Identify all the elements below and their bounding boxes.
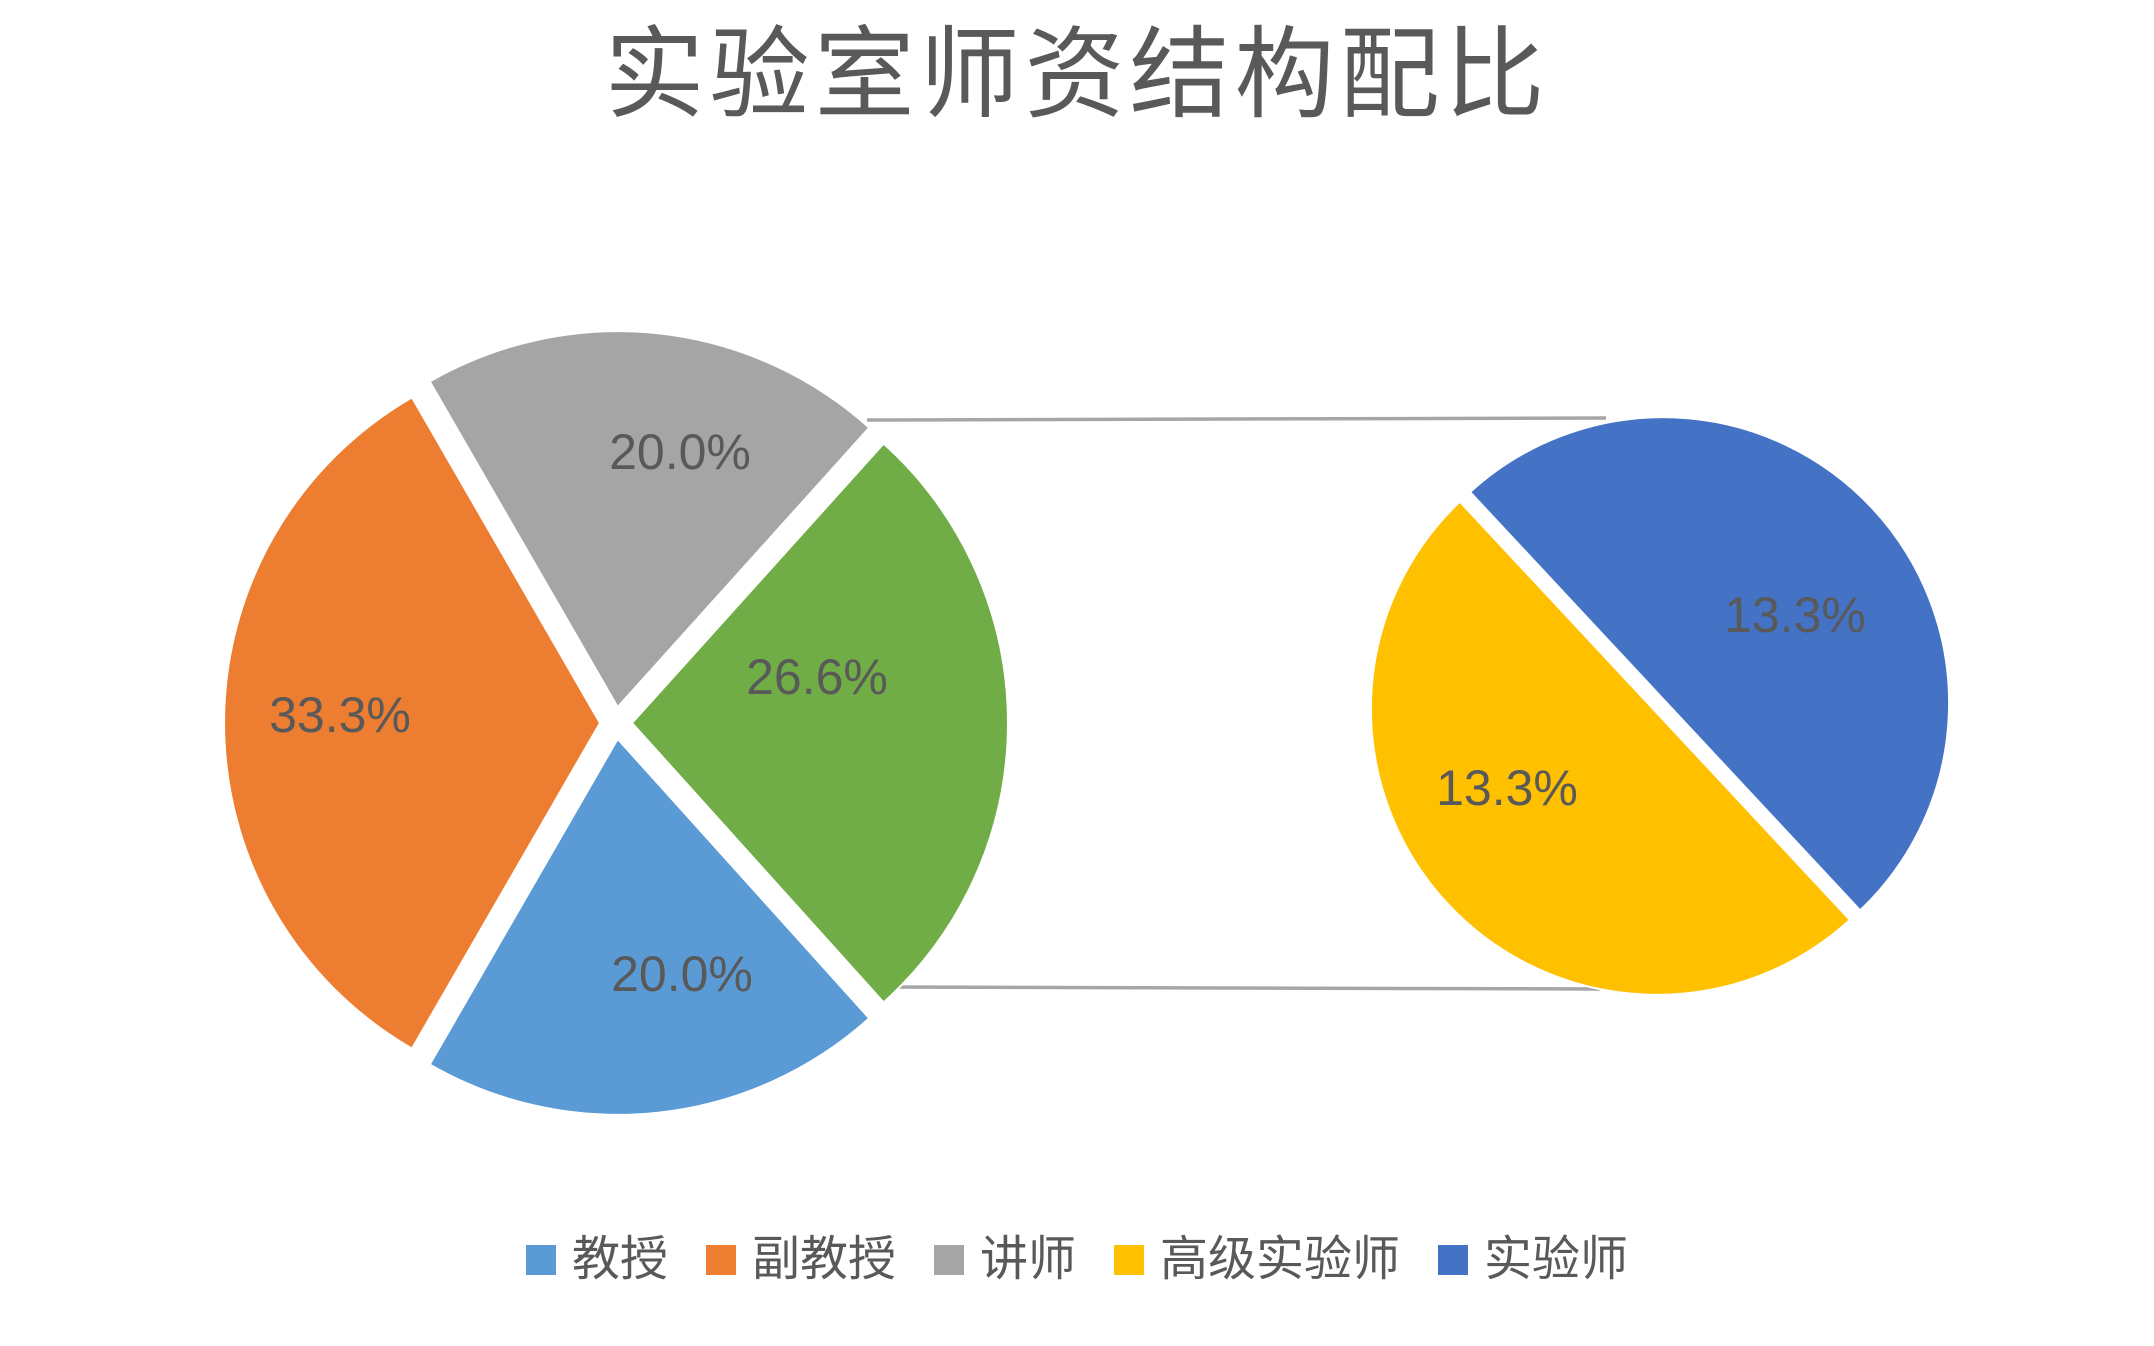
legend-item-lecturer: 讲师: [933, 1233, 1076, 1286]
legend-label: 高级实验师: [1160, 1233, 1401, 1286]
pie-slice-lab-technician: [1468, 416, 1951, 912]
pie-slice-other-group: [630, 442, 1009, 1004]
pie-slice-senior-lab-technician: [1369, 500, 1852, 996]
series-line-top: [866, 416, 1607, 422]
pie-slice-lecturer: [428, 330, 871, 709]
legend-swatch-icon: [525, 1245, 556, 1275]
legend-swatch-icon: [1438, 1245, 1469, 1275]
data-label-associate-professor: 33.3%: [269, 687, 411, 743]
legend-swatch-icon: [705, 1245, 736, 1275]
series-line-bottom: [869, 985, 1601, 991]
chart-legend: 教授 副教授 讲师 高级实验师 实验师: [0, 1236, 2154, 1284]
legend-item-lab-technician: 实验师: [1438, 1236, 1628, 1284]
legend-label: 教授: [571, 1233, 668, 1286]
data-label-lecturer: 20.0%: [609, 424, 751, 480]
legend-item-senior-lab-technician: 高级实验师: [1114, 1236, 1400, 1284]
pie-slice-professor: [428, 737, 871, 1116]
legend-label: 实验师: [1484, 1233, 1629, 1286]
legend-label: 副教授: [751, 1233, 896, 1286]
chart-title: 实验室师资结构配比: [604, 19, 1550, 131]
legend-swatch-icon: [1114, 1245, 1144, 1275]
data-label-senior-lab-technician: 13.3%: [1436, 760, 1578, 816]
legend-label: 讲师: [979, 1233, 1076, 1286]
data-label-professor: 20.0%: [611, 946, 753, 1002]
pie-slice-associate-professor: [223, 396, 602, 1050]
data-label-lab-technician: 13.3%: [1724, 587, 1866, 643]
data-label-other-group: 26.6%: [746, 649, 888, 705]
legend-swatch-icon: [933, 1245, 964, 1275]
legend-item-professor: 教授: [525, 1233, 668, 1286]
legend-item-associate-professor: 副教授: [705, 1233, 896, 1286]
